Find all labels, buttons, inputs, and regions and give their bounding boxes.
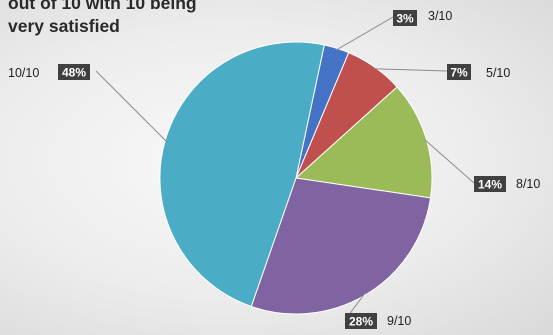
percent-label-box <box>58 64 90 80</box>
chart-title: out of 10 with 10 being very satisfied <box>8 0 268 38</box>
percent-label-box <box>474 176 506 192</box>
pie-slices <box>159 41 433 315</box>
category-label: 5/10 <box>486 66 510 80</box>
chart-title-line-1: out of 10 with 10 being <box>8 0 197 13</box>
percent-label-box <box>393 10 417 26</box>
leader-line <box>95 70 168 143</box>
category-label: 3/10 <box>428 9 452 23</box>
percent-label: 48% <box>62 66 86 80</box>
data-labels: 3% 3/10 7% 5/10 14% 8/10 28% 9/10 48% 10/10 <box>8 9 540 329</box>
chart-title-line-2: very satisfied <box>8 16 120 36</box>
leader-line <box>335 16 394 51</box>
leader-line <box>373 68 448 72</box>
leader-lines <box>95 16 475 321</box>
category-label: 9/10 <box>387 314 411 328</box>
pie-slice-10-of-10 <box>159 41 325 308</box>
percent-label: 3% <box>396 12 414 26</box>
percent-label: 14% <box>478 178 502 192</box>
category-label: 8/10 <box>516 177 540 191</box>
percent-label-box <box>447 64 471 80</box>
leader-line <box>423 138 475 184</box>
percent-label: 7% <box>450 66 468 80</box>
category-label: 10/10 <box>8 66 39 80</box>
percent-label-box <box>345 313 377 329</box>
pie-slice-8-of-10 <box>294 86 433 199</box>
percent-label: 28% <box>349 315 373 329</box>
pie-slice-9-of-10 <box>250 177 432 315</box>
